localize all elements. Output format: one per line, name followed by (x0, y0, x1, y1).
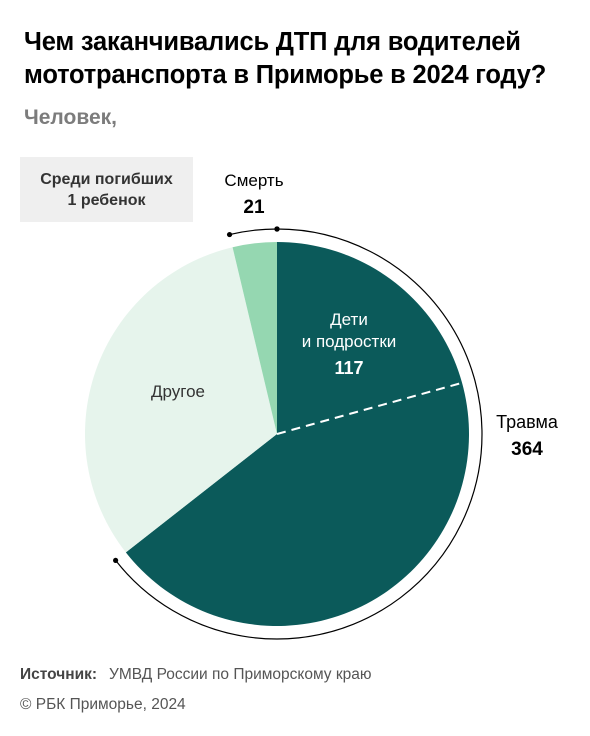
pie-slice-trauma (125, 242, 470, 626)
pie-slice-other (85, 247, 277, 553)
label-sub-value: 117 (334, 358, 363, 378)
label-trauma-name: Травма (496, 412, 559, 432)
label-death-name: Смерть (224, 171, 283, 190)
pie-slice-death (232, 242, 277, 434)
label-trauma-value: 364 (511, 439, 543, 460)
death-bracket-dot-end (274, 226, 280, 232)
note-box: Среди погибших 1 ребенок (20, 157, 193, 222)
source-label: Источник: (20, 666, 98, 683)
copyright: © РБК Приморье, 2024 (20, 696, 186, 713)
chart-subtitle: Человек, (24, 106, 117, 129)
death-bracket (229, 228, 278, 236)
trauma-bracket (115, 228, 483, 640)
trauma-bracket-dot-end (113, 557, 119, 564)
source-value: УМВД России по Приморскому краю (109, 666, 372, 683)
sub-share-divider (276, 381, 463, 435)
label-death-value: 21 (243, 197, 265, 218)
death-bracket-dot-start (226, 231, 233, 238)
label-other-name: Другое (151, 382, 205, 401)
label-sub-name-line2: и подростки (302, 332, 397, 351)
source-line: Источник: УМВД России по Приморскому краю (20, 666, 372, 684)
chart-title: Чем заканчивались ДТП для водителей мото… (24, 28, 547, 89)
note-line-2: 1 ребенок (67, 191, 146, 209)
note-line-1: Среди погибших (40, 170, 173, 188)
label-sub-name-line1: Дети (330, 310, 368, 329)
